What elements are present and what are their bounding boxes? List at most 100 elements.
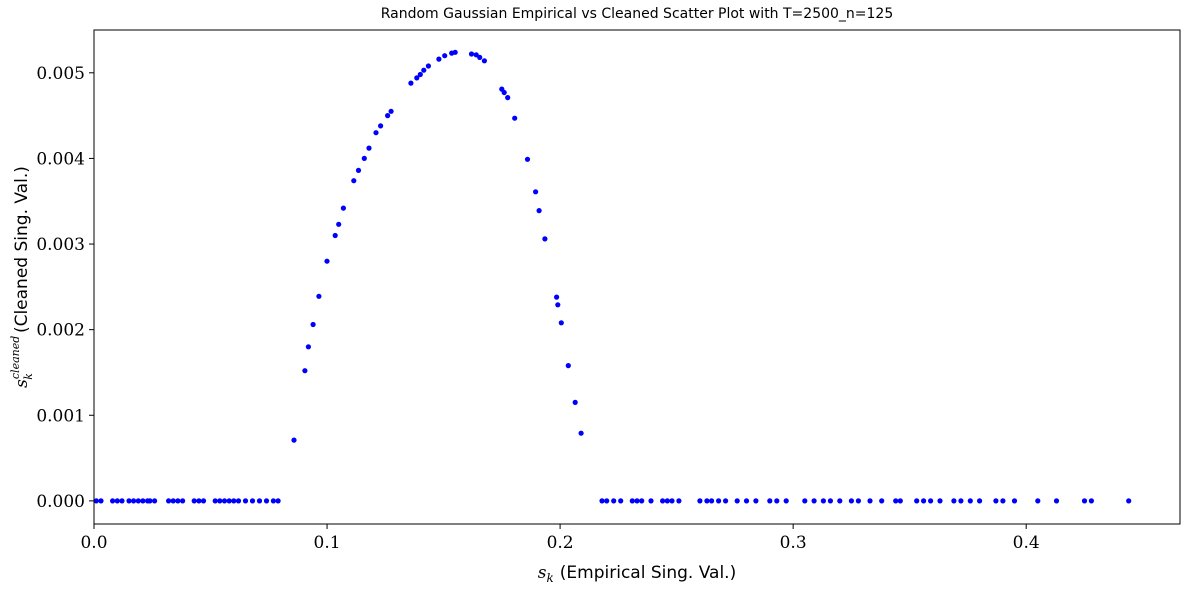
data-point-19 (212, 498, 218, 504)
data-point-85 (669, 498, 675, 504)
data-point-79 (629, 498, 635, 504)
data-point-100 (820, 498, 827, 504)
data-point-31 (291, 437, 297, 443)
data-point-37 (332, 232, 338, 239)
data-point-94 (753, 498, 759, 504)
y-tick-label-4: 0.004 (36, 149, 85, 169)
data-point-124 (1126, 498, 1132, 504)
data-point-80 (634, 498, 640, 504)
data-point-38 (336, 221, 342, 227)
data-point-53 (436, 56, 442, 62)
data-point-74 (578, 430, 584, 436)
data-point-23 (231, 498, 237, 504)
y-axis-label-symbol: s (12, 379, 32, 388)
data-point-39 (340, 205, 346, 211)
data-point-105 (867, 498, 873, 504)
data-point-78 (618, 498, 624, 504)
data-point-0 (93, 498, 99, 504)
data-point-3 (114, 498, 120, 504)
data-point-76 (604, 498, 610, 504)
y-tick-label-2: 0.002 (36, 321, 85, 341)
data-point-41 (355, 167, 362, 173)
data-point-8 (140, 498, 146, 504)
data-point-22 (226, 498, 232, 504)
data-point-56 (452, 49, 458, 55)
data-point-33 (305, 344, 311, 350)
data-point-51 (421, 67, 427, 73)
data-point-18 (200, 498, 207, 504)
data-point-81 (639, 498, 645, 504)
data-point-73 (572, 399, 578, 405)
data-point-57 (468, 51, 475, 57)
data-point-66 (533, 189, 539, 195)
data-point-93 (743, 498, 750, 504)
y-axis-label-subscript: k (22, 373, 35, 380)
data-point-25 (242, 498, 249, 504)
data-point-6 (131, 498, 137, 504)
data-point-116 (977, 498, 983, 504)
data-point-86 (676, 498, 682, 504)
data-point-101 (827, 498, 834, 504)
data-point-62 (501, 89, 507, 96)
data-point-92 (734, 498, 740, 504)
data-point-68 (542, 236, 548, 242)
x-axis-label-text: (Empirical Sing. Val.) (560, 563, 736, 583)
data-point-102 (837, 498, 843, 504)
data-point-12 (166, 498, 172, 504)
data-point-2 (110, 498, 116, 504)
plot-area-frame (93, 29, 1181, 525)
data-point-72 (565, 363, 571, 369)
data-point-83 (660, 498, 666, 504)
data-point-119 (1011, 498, 1018, 504)
x-tick-label-3: 0.3 (780, 533, 807, 553)
data-point-117 (993, 498, 999, 504)
data-point-113 (951, 498, 957, 504)
y-tick-label-3: 0.003 (36, 235, 85, 255)
data-point-84 (664, 498, 670, 504)
data-point-89 (709, 498, 715, 504)
data-point-69 (554, 294, 560, 300)
data-point-99 (811, 498, 817, 504)
data-point-111 (928, 498, 934, 504)
data-point-103 (848, 498, 855, 504)
data-point-43 (366, 145, 372, 151)
data-point-15 (180, 498, 186, 504)
data-point-110 (921, 498, 927, 504)
y-tick-label-1: 0.001 (36, 406, 85, 426)
data-point-77 (611, 498, 617, 504)
data-point-64 (512, 115, 518, 121)
x-axis-ticks: 0.0 0.1 0.2 0.3 0.4 (80, 524, 1040, 553)
data-point-118 (1000, 498, 1006, 504)
x-axis-label-subscript: k (547, 571, 554, 585)
data-point-42 (361, 155, 367, 161)
data-point-50 (417, 71, 423, 78)
data-point-54 (442, 53, 448, 59)
data-point-48 (408, 80, 414, 86)
data-point-82 (648, 498, 654, 504)
data-point-96 (774, 498, 780, 504)
data-point-16 (191, 498, 197, 504)
x-tick-label-4: 0.4 (1013, 533, 1040, 553)
data-point-40 (351, 178, 357, 184)
y-axis-ticks: 0.000 0.001 0.002 0.003 0.004 0.005 (36, 64, 94, 512)
y-axis-label-superscript: cleaned (9, 336, 22, 379)
data-point-114 (958, 498, 964, 504)
data-point-59 (477, 54, 483, 61)
data-point-70 (555, 302, 561, 308)
data-point-11 (152, 498, 158, 504)
data-point-60 (481, 58, 487, 64)
data-point-14 (175, 498, 181, 504)
data-point-5 (126, 498, 132, 504)
data-point-47 (388, 108, 394, 114)
data-point-24 (235, 498, 242, 504)
x-tick-label-0: 0.0 (80, 533, 107, 553)
data-point-67 (536, 208, 542, 214)
data-point-26 (249, 498, 256, 504)
chart-title: Random Gaussian Empirical vs Cleaned Sca… (381, 6, 894, 22)
data-point-34 (310, 321, 316, 328)
data-point-71 (558, 320, 564, 326)
data-point-115 (967, 498, 973, 504)
data-points (93, 49, 1132, 504)
data-point-35 (316, 293, 322, 299)
